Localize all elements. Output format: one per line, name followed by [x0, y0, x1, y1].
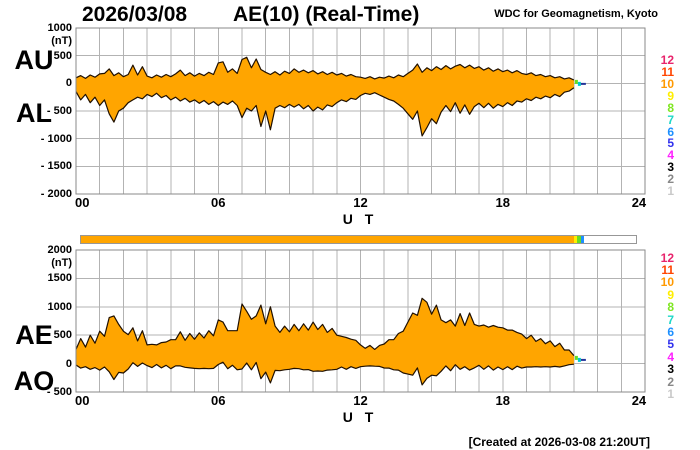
x-tick-label: 18 — [495, 393, 510, 408]
x-tick-label: 18 — [495, 195, 510, 210]
y-tick-label: 1000 — [47, 300, 72, 313]
station-count-legend-item: 9 — [667, 287, 674, 302]
station-count-legend-item: 11 — [661, 64, 674, 79]
trace-al — [75, 87, 575, 137]
station-count-legend-item: 10 — [660, 275, 674, 290]
station-count-legend-item: 3 — [667, 362, 674, 377]
availability-segment-7-stations — [580, 236, 585, 243]
tail-mark-cyan — [577, 81, 581, 86]
station-count-legend-item: 11 — [661, 262, 674, 277]
station-count-legend-item: 5 — [667, 337, 674, 352]
x-tick-label: 24 — [631, 393, 647, 408]
station-count-legend-item: 12 — [660, 53, 674, 67]
y-tick-label: 500 — [53, 49, 72, 62]
xaxis-label-ut-upper: U T — [342, 211, 378, 227]
station-count-legend-item: 4 — [667, 148, 674, 163]
station-count-legend-item: 6 — [667, 124, 674, 139]
x-tick-label: 24 — [631, 195, 647, 210]
series-label-al: AL — [16, 98, 52, 128]
area-fill-lower — [76, 298, 574, 385]
station-count-legend-item: 7 — [667, 112, 674, 127]
station-count-legend-item: 12 — [660, 250, 674, 265]
y-tick-label: - 1500 — [40, 160, 72, 173]
x-tick-label: 06 — [211, 195, 226, 210]
station-count-legend-item: 3 — [667, 160, 674, 175]
trace-au — [75, 56, 575, 81]
xaxis-label-ut-lower: U T — [342, 409, 378, 425]
area-fill-upper — [76, 57, 574, 136]
station-count-legend-item: 1 — [667, 386, 674, 401]
tail-mark-green — [574, 79, 578, 84]
trace-ae — [75, 297, 575, 356]
plot-frame-upper — [75, 27, 646, 195]
station-count-legend-item: 8 — [667, 300, 674, 315]
y-tick-label: 1000 — [47, 22, 72, 34]
station-count-legend-item: 6 — [667, 324, 674, 339]
availability-segment-8-stations — [577, 236, 581, 243]
tail-mark-green — [574, 355, 578, 360]
plot-frame-lower — [75, 249, 646, 393]
series-label-au: AU — [14, 45, 54, 75]
plot-title: AE(10) (Real-Time) — [233, 3, 420, 26]
availability-segment-9-stations — [574, 236, 578, 243]
y-axis-unit: (nT) — [51, 257, 72, 269]
y-tick-label: 0 — [65, 357, 72, 370]
x-tick-label: 06 — [211, 393, 226, 408]
station-count-legend-item: 10 — [660, 76, 674, 91]
station-count-legend-item: 1 — [667, 184, 674, 199]
y-tick-label: - 1000 — [40, 132, 72, 145]
y-tick-label: - 2000 — [40, 188, 72, 200]
created-timestamp: [Created at 2026-03-08 21:20UT] — [468, 435, 650, 449]
y-axis-unit: (nT) — [51, 35, 72, 47]
availability-segment-10-stations — [81, 236, 575, 243]
station-count-legend-item: 4 — [667, 349, 674, 364]
data-source-label: WDC for Geomagnetism, Kyoto — [494, 8, 658, 20]
station-count-legend-item: 2 — [667, 172, 674, 187]
x-tick-label: 00 — [75, 393, 90, 408]
x-tick-label: 12 — [353, 195, 368, 210]
series-label-ae: AE — [15, 320, 53, 350]
data-availability-bar — [80, 235, 637, 244]
y-tick-label: 1500 — [47, 272, 72, 285]
plot-date: 2026/03/08 — [82, 3, 188, 26]
station-count-legend-item: 7 — [667, 312, 674, 327]
y-tick-label: 2000 — [47, 244, 72, 256]
series-label-ao: AO — [13, 366, 55, 396]
station-count-legend-item: 2 — [667, 374, 674, 389]
station-count-legend-item: 5 — [667, 136, 674, 151]
tail-mark-cyan — [577, 357, 581, 362]
y-tick-label: - 500 — [46, 386, 72, 398]
y-tick-label: - 500 — [46, 105, 72, 117]
y-tick-label: 0 — [65, 77, 72, 90]
trace-ao — [75, 361, 574, 386]
station-count-legend-item: 8 — [667, 100, 674, 115]
x-tick-label: 00 — [75, 195, 90, 210]
x-tick-label: 12 — [353, 393, 368, 408]
station-count-legend-item: 9 — [667, 88, 674, 103]
y-tick-label: 500 — [53, 329, 72, 342]
